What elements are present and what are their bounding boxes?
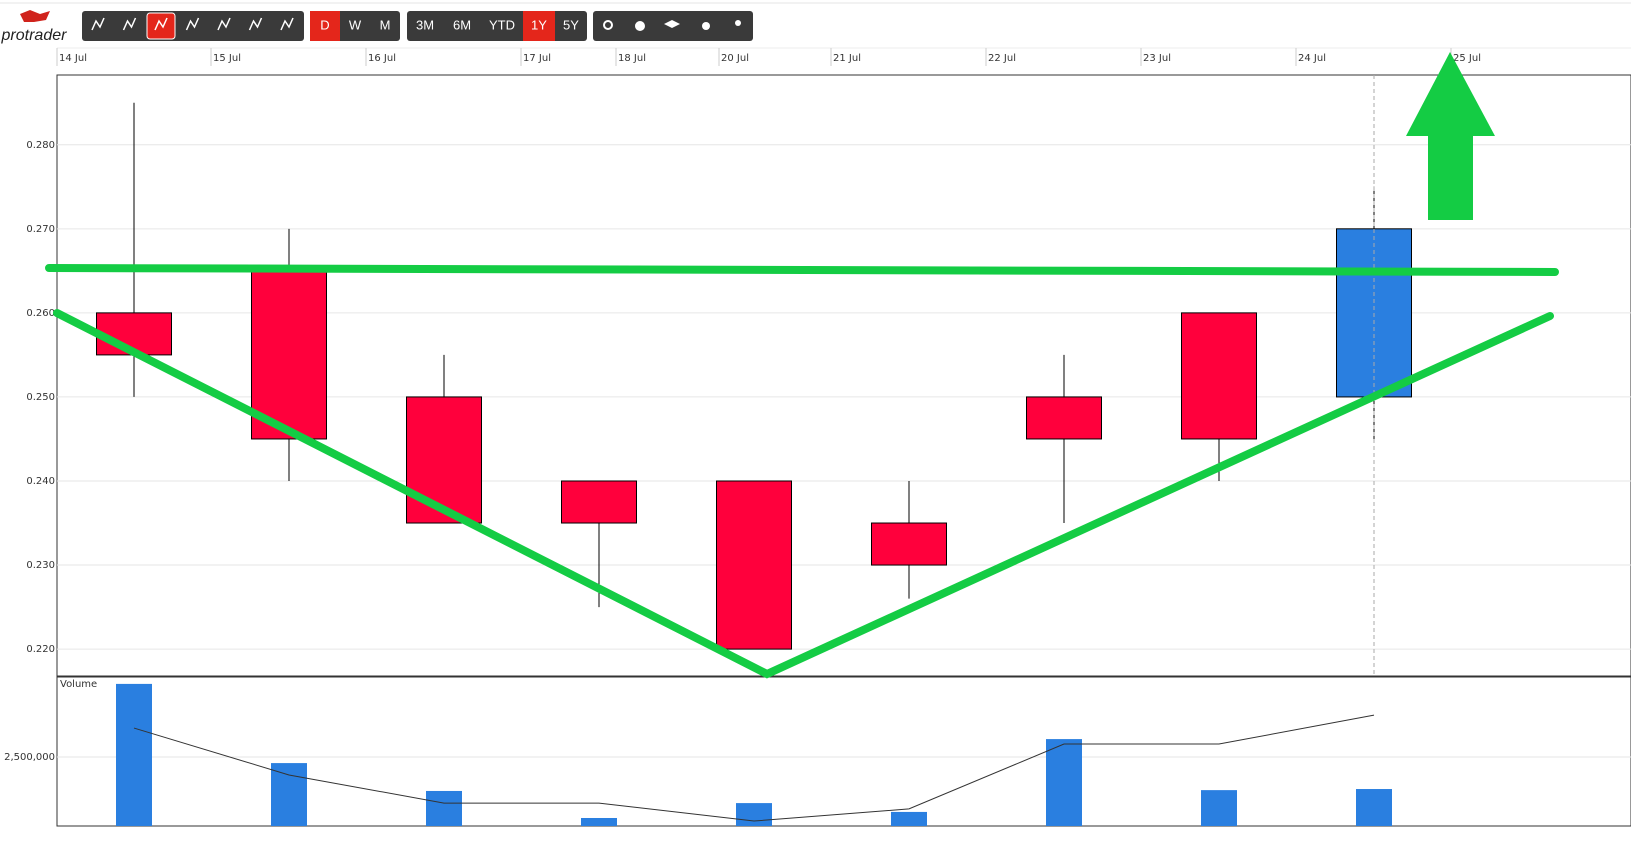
volume-title: Volume	[60, 679, 97, 690]
x-tick-label: 24 Jul	[1298, 53, 1326, 64]
tool-icon[interactable]	[280, 17, 294, 31]
tool-icon[interactable]	[248, 17, 263, 31]
button[interactable]: 6M	[453, 17, 471, 32]
button-label: YTD	[489, 17, 515, 32]
tool-icon[interactable]	[185, 17, 200, 31]
y-tick-label: 0.280	[26, 140, 55, 151]
y-tick-label: 0.250	[26, 392, 55, 403]
candle-body	[561, 480, 637, 524]
volume-bar	[1356, 789, 1392, 826]
candle-body	[406, 396, 482, 524]
y-tick-label: 0.270	[26, 224, 55, 235]
volume-bar	[1201, 790, 1237, 826]
y-tick-label: 2,500,000	[4, 752, 55, 763]
button-label: D	[320, 17, 329, 32]
button-label: W	[349, 17, 362, 32]
button[interactable]: W	[349, 17, 362, 32]
x-tick-label: 22 Jul	[988, 53, 1016, 64]
button-label: 6M	[453, 17, 471, 32]
tool-icon[interactable]	[122, 17, 137, 31]
volume-ma-line	[133, 714, 1375, 822]
up-arrow	[1406, 52, 1495, 220]
y-tick-label: 0.240	[26, 476, 55, 487]
plot: 14 Jul 15 Jul 16 Jul 17 Jul 18 Jul 20 Jul 21 J…	[4, 48, 1631, 826]
volume-bar	[736, 803, 772, 826]
volume-bar	[581, 817, 617, 826]
candle-body	[1026, 396, 1102, 440]
main-pane	[56, 74, 1631, 677]
button-active	[523, 11, 555, 41]
x-tick-label: 23 Jul	[1143, 53, 1171, 64]
y-tick-label: 0.230	[26, 560, 55, 571]
v-pattern-line	[53, 309, 1554, 679]
search-icon[interactable]	[603, 20, 613, 30]
resistance-line	[45, 264, 1559, 276]
x-tick-label: 17 Jul	[523, 53, 551, 64]
candle-body	[1336, 228, 1412, 398]
y-tick-label: 0.220	[26, 644, 55, 655]
button[interactable]: 3M	[416, 17, 434, 32]
volume-bar	[116, 683, 152, 826]
candle-body	[871, 522, 947, 566]
volume-bar	[426, 790, 462, 826]
button-label: 1Y	[531, 17, 547, 32]
button[interactable]: M	[380, 17, 391, 32]
tool-icon[interactable]	[154, 17, 168, 31]
logo-text: protrader	[1, 27, 68, 44]
tool-icon[interactable]	[217, 17, 231, 31]
x-tick-label: 20 Jul	[721, 53, 749, 64]
misc-group	[593, 11, 753, 41]
candle-body	[251, 270, 327, 440]
volume-bar	[1046, 739, 1082, 826]
drawings	[45, 52, 1559, 679]
y-tick-label: 0.260	[26, 308, 55, 319]
x-tick-label: 15 Jul	[213, 53, 241, 64]
button[interactable]: 5Y	[563, 17, 579, 32]
user-icon[interactable]	[735, 20, 741, 26]
button-label: 5Y	[563, 17, 579, 32]
logo-bull	[20, 10, 50, 22]
volume-pane	[56, 676, 1631, 827]
button-label: M	[380, 17, 391, 32]
tool-active[interactable]	[146, 12, 176, 40]
volume-bar	[891, 811, 927, 826]
play-icon[interactable]	[635, 21, 645, 31]
settings-icon[interactable]	[702, 22, 710, 30]
learn-icon[interactable]	[664, 20, 680, 28]
tool-group	[82, 11, 304, 41]
candle-body	[1181, 312, 1257, 440]
x-tick-label: 14 Jul	[59, 53, 87, 64]
x-tick-label: 25 Jul	[1453, 53, 1481, 64]
tool-icon[interactable]	[91, 17, 105, 31]
logo: protrader	[1, 10, 68, 44]
x-tick-label: 21 Jul	[833, 53, 861, 64]
button[interactable]: D	[310, 11, 340, 41]
button[interactable]: YTD	[489, 17, 515, 32]
candle-body	[716, 480, 792, 650]
volume-bar	[271, 763, 307, 826]
button-label: 3M	[416, 17, 434, 32]
x-tick-label: 16 Jul	[368, 53, 396, 64]
button-active	[310, 11, 340, 41]
x-tick-label: 18 Jul	[618, 53, 646, 64]
button[interactable]: 1Y	[523, 11, 555, 41]
range-group: 3M 6M YTD 1Y 5Y	[407, 11, 587, 41]
